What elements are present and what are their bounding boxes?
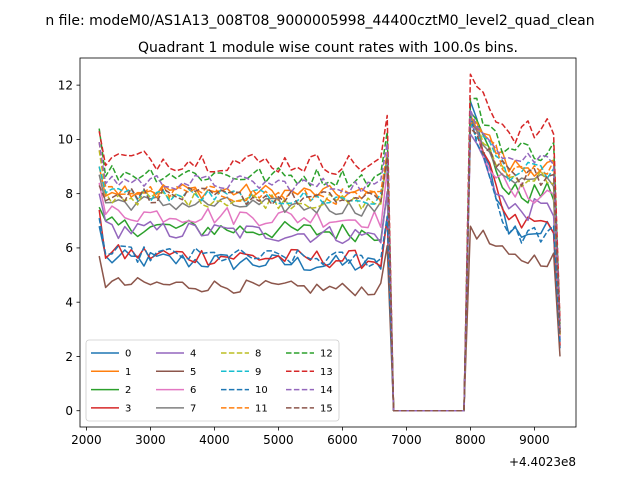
legend-label-1: 1: [125, 367, 131, 378]
legend-box: [85, 339, 340, 422]
y-tick-label: 2: [65, 350, 73, 364]
x-tick-label: 3000: [135, 433, 166, 447]
x-tick-label: 6000: [327, 433, 358, 447]
legend-label-0: 0: [125, 349, 131, 360]
x-tick-label: 4000: [199, 433, 230, 447]
legend-label-12: 12: [320, 349, 333, 360]
x-offset-label: +4.4023e8: [509, 455, 576, 469]
legend-label-6: 6: [190, 385, 196, 396]
series-line-12: [98, 97, 561, 412]
x-tick-label: 9000: [519, 433, 550, 447]
x-tick-label: 2000: [71, 433, 102, 447]
x-tick-label: 8000: [455, 433, 486, 447]
y-tick-label: 8: [65, 187, 73, 201]
figure-suptitle: n file: modeM0/AS1A13_008T08_9000005998_…: [45, 13, 594, 29]
y-tick-label: 12: [58, 78, 73, 92]
series-line-10: [98, 114, 561, 412]
series-line-13: [98, 73, 561, 412]
series-line-15: [98, 127, 561, 412]
legend-label-13: 13: [320, 367, 333, 378]
y-tick-label: 0: [65, 404, 73, 418]
y-tick-label: 10: [58, 133, 73, 147]
legend-label-9: 9: [255, 367, 261, 378]
series-line-0: [98, 100, 561, 412]
y-tick-label: 6: [65, 241, 73, 255]
legend-label-5: 5: [190, 367, 196, 378]
y-tick-label: 4: [65, 295, 73, 309]
legend-label-7: 7: [190, 403, 196, 414]
axes-frame: [79, 57, 577, 428]
legend-label-10: 10: [255, 385, 268, 396]
legend-label-2: 2: [125, 385, 131, 396]
legend-label-11: 11: [255, 403, 268, 414]
legend-label-4: 4: [190, 349, 196, 360]
legend-label-8: 8: [255, 349, 261, 360]
legend-label-15: 15: [320, 403, 333, 414]
series-layer: [98, 73, 561, 412]
series-line-9: [98, 122, 561, 412]
series-line-14: [98, 108, 561, 412]
chart-title: Quadrant 1 module wise count rates with …: [138, 40, 518, 56]
x-tick-label: 7000: [391, 433, 422, 447]
series-line-5: [98, 225, 561, 412]
series-line-6: [98, 125, 561, 412]
x-tick-label: 5000: [263, 433, 294, 447]
axes-layer: 2000 3000 4000 5000 6000 7000 8000 900002468101…: [58, 57, 577, 447]
legend-label-14: 14: [320, 385, 333, 396]
legend-label-3: 3: [125, 403, 131, 414]
